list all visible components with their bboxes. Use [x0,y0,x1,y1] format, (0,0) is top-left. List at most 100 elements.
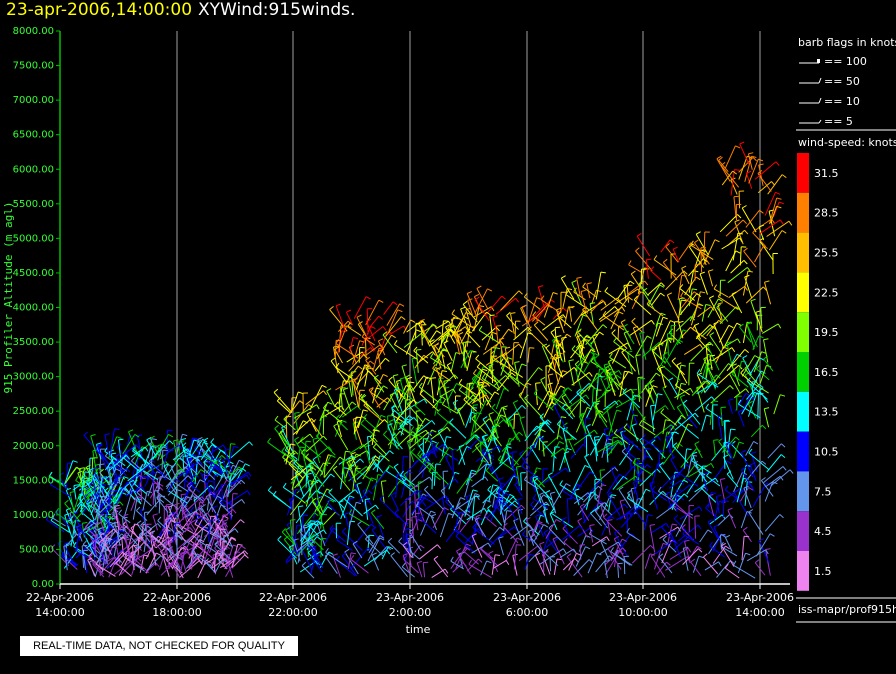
wind-barb-flag [429,462,434,468]
wind-barb [226,498,242,512]
wind-barb [763,466,784,483]
wind-barb-flag [606,536,610,542]
speed-swatch [797,471,809,512]
wind-barb-flag [197,504,203,509]
wind-barb-flag [626,493,631,499]
wind-barb [727,267,748,284]
wind-barb-flag [705,403,710,409]
wind-barb [305,481,314,507]
wind-barb-flag [359,458,364,463]
wind-barb [363,549,388,567]
wind-barb [376,516,385,540]
wind-barb-flag [134,523,140,526]
wind-barb [347,326,362,336]
wind-barb [174,434,183,461]
wind-barb [209,493,214,513]
wind-barb [406,319,423,333]
wind-barb-flag [168,512,173,517]
wind-barb [749,464,757,482]
wind-barb-flag [135,444,140,450]
wind-barb [610,468,619,485]
wind-barb [112,467,118,486]
wind-barb [474,418,490,433]
wind-barb [474,399,487,423]
wind-barb-flag [371,455,377,459]
wind-barb [91,541,98,557]
wind-barb [738,156,748,180]
wind-barb [669,531,682,558]
wind-barb-flag [659,461,664,466]
wind-barb [470,412,478,437]
wind-barb [169,555,184,579]
wind-barb-flag [167,463,173,468]
wind-barb [294,466,313,489]
wind-barb-flag [626,527,630,533]
wind-barb-flag [673,539,678,545]
wind-barb [172,468,181,482]
wind-barb [508,420,518,441]
wind-barb [594,510,609,529]
wind-barb-flag [752,228,757,234]
wind-barb-flag [474,293,480,298]
wind-barb-flag [234,528,239,533]
wind-barb [705,407,723,420]
wind-barb-flag [107,537,113,540]
wind-barb-flag [123,513,129,517]
wind-barb-flag [500,341,505,346]
wind-barb-flag [168,433,174,438]
wind-barb-flag [711,492,717,494]
wind-barb [475,358,494,374]
wind-barb-flag [352,455,356,461]
wind-barb [142,491,148,511]
wind-barb-flag [186,482,191,487]
wind-barb [515,466,520,486]
wind-barb [737,411,745,427]
wind-barb-flag [681,265,687,269]
wind-barb-flag [329,306,334,310]
wind-barb [725,443,734,460]
wind-barb [193,484,212,502]
wind-barb [217,461,232,475]
wind-barb-flag [488,418,493,423]
wind-barb [748,511,764,535]
wind-barb-flag [244,463,250,467]
wind-barb-flag [441,396,447,401]
wind-barb-flag [240,479,246,484]
wind-barb [160,561,176,576]
wind-barb-flag [565,483,571,487]
wind-barb-flag [533,389,538,394]
wind-barb [87,559,97,577]
wind-barb [513,544,517,570]
wind-barb [170,466,179,482]
wind-barb-flag [126,468,131,473]
wind-barb [743,250,757,268]
wind-barb [362,490,372,506]
wind-barb-flag [748,152,754,155]
wind-barb-flag [619,550,624,555]
wind-barb [349,444,364,455]
wind-barb [589,525,594,543]
wind-barb-flag [695,276,701,281]
wind-barb [471,418,487,435]
wind-barb [589,502,606,514]
wind-barb-flag [530,533,536,538]
wind-barb [466,507,485,521]
wind-barb [156,497,169,513]
wind-barb [690,561,702,577]
wind-barb-flag [596,289,602,293]
wind-barb [185,438,195,462]
wind-barb-flag [604,363,610,366]
wind-barb-flag [683,270,688,275]
wind-barb [439,513,449,538]
wind-barb-flag [621,447,627,452]
wind-barb-flag [111,521,116,526]
wind-barb [436,368,447,394]
wind-barb [383,392,395,411]
wind-barb [676,383,682,400]
wind-barb [524,436,540,461]
wind-barb-flag [152,513,158,516]
wind-barb [518,545,538,562]
wind-barb [386,470,410,487]
wind-barb [196,538,217,554]
wind-barb-flag [443,340,449,344]
